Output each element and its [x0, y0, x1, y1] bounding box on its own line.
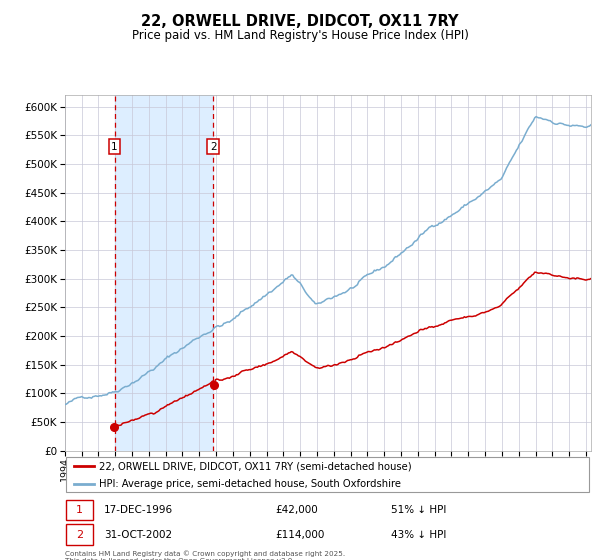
Text: HPI: Average price, semi-detached house, South Oxfordshire: HPI: Average price, semi-detached house,…	[99, 479, 401, 489]
Text: 1: 1	[76, 505, 83, 515]
Text: £114,000: £114,000	[275, 530, 325, 540]
Text: 51% ↓ HPI: 51% ↓ HPI	[391, 505, 446, 515]
Text: 31-OCT-2002: 31-OCT-2002	[104, 530, 172, 540]
Text: 2: 2	[76, 530, 83, 540]
FancyBboxPatch shape	[66, 500, 93, 520]
Text: Price paid vs. HM Land Registry's House Price Index (HPI): Price paid vs. HM Land Registry's House …	[131, 29, 469, 42]
Bar	[115, 95, 213, 451]
Text: 43% ↓ HPI: 43% ↓ HPI	[391, 530, 446, 540]
Text: Contains HM Land Registry data © Crown copyright and database right 2025.
This d: Contains HM Land Registry data © Crown c…	[65, 550, 345, 560]
Text: 2: 2	[210, 142, 217, 152]
Text: 22, ORWELL DRIVE, DIDCOT, OX11 7RY (semi-detached house): 22, ORWELL DRIVE, DIDCOT, OX11 7RY (semi…	[99, 461, 412, 471]
Text: 22, ORWELL DRIVE, DIDCOT, OX11 7RY: 22, ORWELL DRIVE, DIDCOT, OX11 7RY	[141, 14, 459, 29]
Bar	[65, 95, 115, 451]
Text: £42,000: £42,000	[275, 505, 318, 515]
FancyBboxPatch shape	[66, 458, 589, 492]
Text: 1: 1	[111, 142, 118, 152]
FancyBboxPatch shape	[66, 525, 93, 545]
Text: 17-DEC-1996: 17-DEC-1996	[104, 505, 173, 515]
